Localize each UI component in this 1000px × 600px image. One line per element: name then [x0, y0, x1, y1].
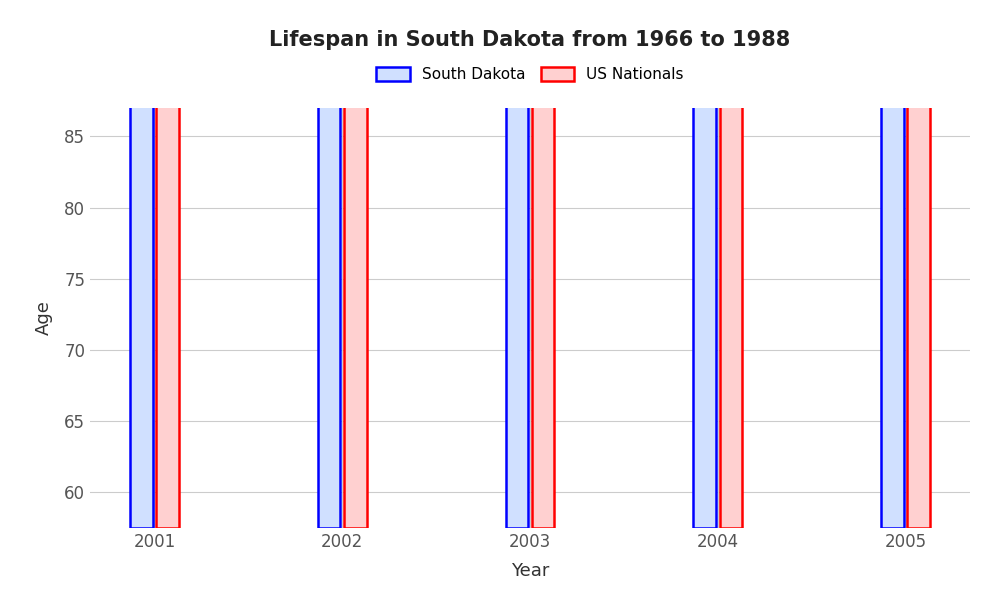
Bar [720, 0, 742, 528]
Legend: South Dakota, US Nationals: South Dakota, US Nationals [370, 61, 690, 88]
Bar [156, 0, 179, 528]
Bar [693, 0, 716, 528]
X-axis label: Year: Year [511, 562, 549, 580]
Bar [532, 0, 554, 528]
Bar [881, 0, 904, 528]
Bar [344, 0, 367, 528]
Bar [130, 0, 153, 528]
Bar [318, 0, 340, 528]
Title: Lifespan in South Dakota from 1966 to 1988: Lifespan in South Dakota from 1966 to 19… [269, 29, 791, 49]
Bar [907, 0, 930, 528]
Y-axis label: Age: Age [35, 301, 53, 335]
Bar [506, 0, 528, 528]
